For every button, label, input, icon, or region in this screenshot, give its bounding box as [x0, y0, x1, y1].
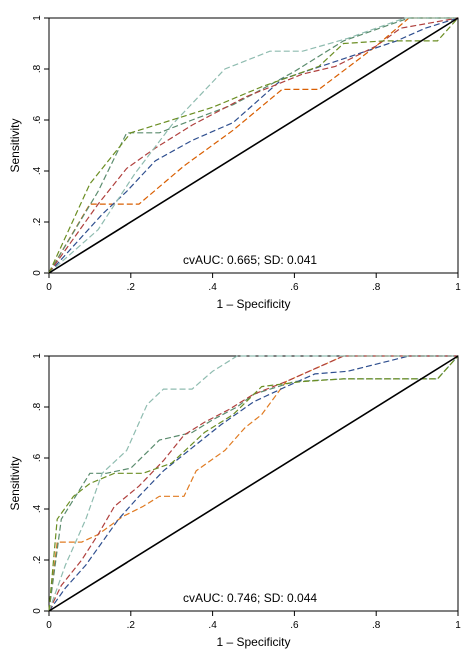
- y-tick-label: .8: [32, 64, 43, 73]
- y-tick-label: .6: [32, 453, 43, 462]
- y-axis-title: Sensitivity: [8, 118, 22, 172]
- roc-curve: [48, 17, 459, 274]
- x-tick-label: 0: [46, 620, 52, 631]
- roc-panel-top: 0 .2 .4 .6 .8 1 0 .2 .4 .6 .8 1 1 – Specificity Sensi…: [8, 15, 461, 311]
- x-tick-label: 1: [455, 282, 461, 293]
- y-tick-label: 1: [32, 15, 43, 21]
- x-tick-label: .4: [208, 620, 217, 631]
- roc-curve: [48, 17, 458, 274]
- y-tick-label: .6: [32, 115, 43, 124]
- x-axis-title: 1 – Specificity: [216, 297, 290, 311]
- x-tick-label: .2: [127, 282, 136, 293]
- reference-diagonal: [48, 355, 459, 612]
- x-tick-label: 1: [455, 620, 461, 631]
- y-tick-label: .4: [32, 504, 43, 513]
- x-tick-label: .4: [208, 282, 217, 293]
- roc-curve: [48, 355, 458, 612]
- y-tick-label: .8: [32, 402, 43, 411]
- x-tick-label: 0: [46, 282, 52, 293]
- y-tick-label: .2: [32, 555, 43, 564]
- roc-curve: [48, 355, 458, 612]
- reference-diagonal: [48, 17, 459, 274]
- roc-curve: [48, 355, 458, 612]
- x-tick-label: .6: [290, 282, 299, 293]
- y-tick-label: .2: [32, 217, 43, 226]
- y-tick-label: 0: [32, 270, 43, 276]
- y-axis-title: Sensitivity: [8, 456, 22, 510]
- y-tick-label: .4: [32, 166, 43, 175]
- x-tick-label: .2: [127, 620, 136, 631]
- cvauc-annotation: cvAUC: 0.746; SD: 0.044: [183, 591, 317, 605]
- x-tick-label: .6: [290, 620, 299, 631]
- roc-curve: [48, 17, 458, 274]
- y-tick-label: 0: [32, 608, 43, 614]
- roc-panel-bottom: 0 .2 .4 .6 .8 1 0 .2 .4 .6 .8 1 1 – Specificity Sensi…: [8, 353, 461, 649]
- cvauc-annotation: cvAUC: 0.665; SD: 0.041: [183, 253, 317, 267]
- roc-curve: [48, 355, 459, 612]
- plot-frame: [48, 17, 459, 274]
- x-tick-label: .8: [372, 620, 381, 631]
- x-tick-label: .8: [372, 282, 381, 293]
- x-axis-title: 1 – Specificity: [216, 635, 290, 649]
- y-tick-label: 1: [32, 353, 43, 359]
